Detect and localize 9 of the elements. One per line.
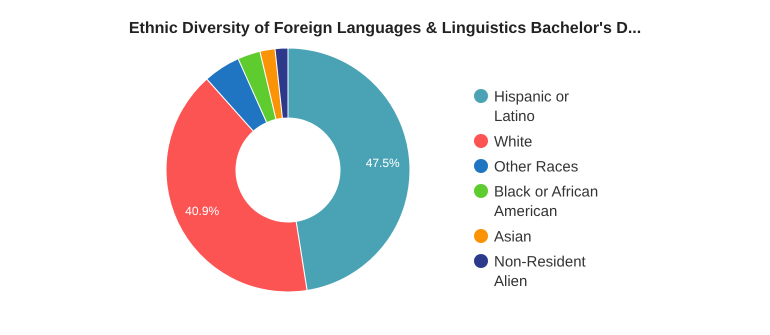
- legend-label: White: [494, 133, 532, 150]
- legend-label: Hispanic or Latino: [494, 88, 570, 125]
- legend-label: Non-Resident Alien: [494, 253, 587, 290]
- data-label: 47.5%: [366, 156, 400, 170]
- legend-label: Black or African American: [494, 183, 598, 220]
- chart-title: Ethnic Diversity of Foreign Languages & Linguistics Bachelor's D...: [128, 20, 642, 37]
- legend-label: Asian: [494, 228, 532, 246]
- legend-label: Other Races: [494, 158, 578, 176]
- data-label: 40.9%: [185, 204, 220, 218]
